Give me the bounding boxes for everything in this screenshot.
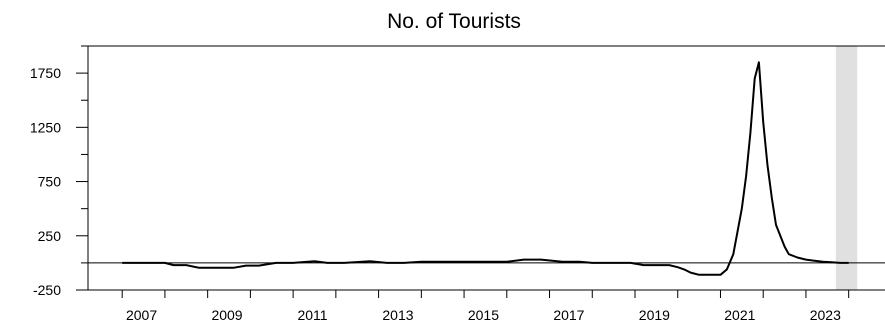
- y-tick-label: 250: [38, 228, 62, 244]
- axes: [87, 45, 885, 291]
- y-tick-label: 1750: [30, 65, 61, 81]
- y-tick-label: -250: [33, 282, 61, 298]
- x-axis-ticks: 2007 2009 2011 2013 2015 2017 2019 2021 2023: [121, 290, 850, 323]
- x-tick-label: 2023: [810, 307, 841, 323]
- y-axis-ticks: 1750 1250 750 250 -250: [30, 45, 88, 298]
- y-tick-label: 1250: [30, 119, 61, 135]
- x-tick-label: 2017: [553, 307, 584, 323]
- shaded-forecast-region: [835, 46, 858, 290]
- x-tick-label: 2009: [211, 307, 242, 323]
- x-tick-label: 2015: [468, 307, 499, 323]
- x-tick-label: 2021: [724, 307, 755, 323]
- x-tick-label: 2011: [297, 307, 327, 323]
- x-tick-label: 2013: [382, 307, 413, 323]
- x-tick-label: 2007: [126, 307, 157, 323]
- x-tick-label: 2019: [639, 307, 670, 323]
- series: [122, 61, 849, 276]
- chart-title: No. of Tourists: [387, 10, 521, 33]
- series-line-0: [122, 61, 849, 276]
- y-tick-label: 750: [38, 174, 62, 190]
- shaded-region: [835, 46, 858, 290]
